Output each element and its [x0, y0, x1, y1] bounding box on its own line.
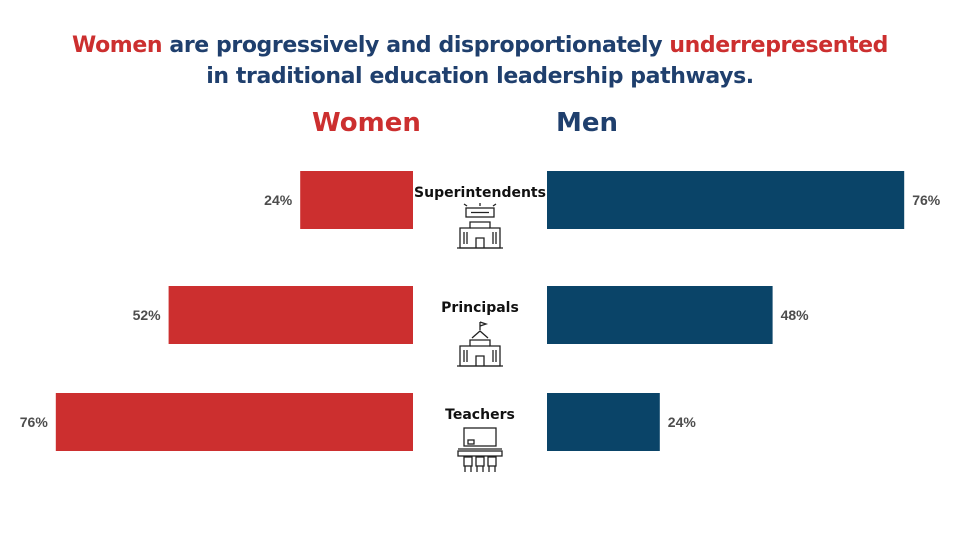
chart-title: Women are progressively and disproportio… [0, 30, 960, 92]
bar-men-teachers [547, 393, 660, 451]
bar-women-teachers [55, 393, 414, 451]
legend-women: Women [312, 108, 421, 138]
classroom-desk-icon [457, 427, 503, 472]
title-text-1: are progressively and disproportionately [162, 33, 670, 58]
category-label-teachers: Teachers [445, 407, 515, 423]
title-women: Women [72, 33, 163, 58]
label-men-teachers: 24% [668, 414, 697, 430]
label-women-superintendents: 24% [264, 192, 293, 208]
label-women-principals: 52% [133, 307, 162, 323]
school-building-icon [457, 321, 503, 367]
title-underrepresented: underrepresented [669, 33, 888, 58]
bar-men-superintendents [547, 171, 905, 229]
legend-men: Men [556, 108, 619, 138]
bar-women-superintendents [300, 171, 413, 229]
label-men-principals: 48% [781, 307, 810, 323]
bar-women-principals [168, 286, 413, 344]
bar-men-principals [547, 286, 773, 344]
label-men-superintendents: 76% [912, 192, 941, 208]
title-text-2: in traditional education leadership path… [206, 64, 754, 89]
category-label-superintendents: Superintendents [414, 185, 546, 201]
category-label-principals: Principals [441, 300, 519, 316]
school-building-icon [457, 203, 503, 249]
label-women-teachers: 76% [20, 414, 49, 430]
